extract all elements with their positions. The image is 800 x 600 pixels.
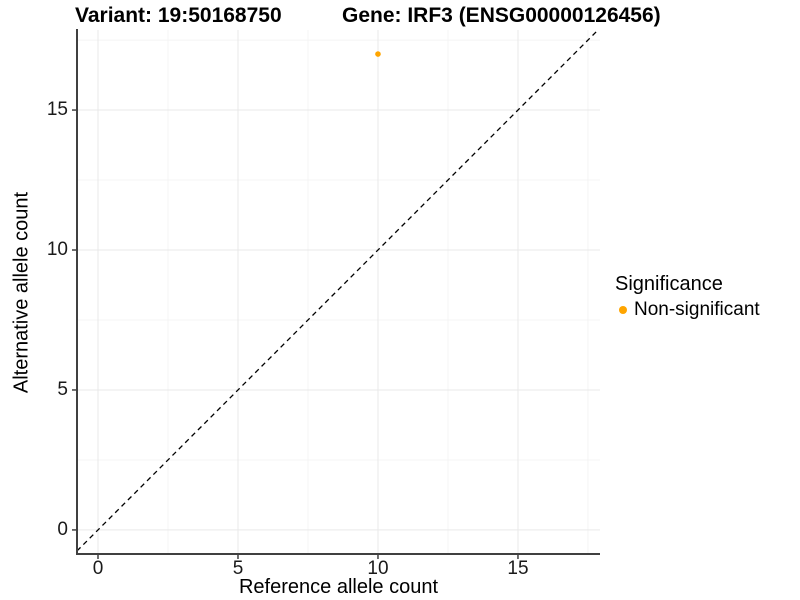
plot-title-gene: Gene: IRF3 (ENSG00000126456)	[342, 4, 661, 27]
plot-title-variant: Variant: 19:50168750	[75, 4, 282, 27]
x-tick-label: 10	[367, 558, 389, 579]
y-tick-label: 5	[57, 378, 68, 400]
y-tick-label: 15	[46, 99, 68, 121]
legend: Significance Non-significant	[615, 273, 760, 321]
x-tick-label: 15	[507, 558, 529, 579]
data-point	[375, 51, 381, 57]
legend-item: Non-significant	[615, 299, 760, 321]
x-tick-label: 0	[92, 558, 104, 579]
identity-dashed-line	[77, 30, 599, 552]
plot-panel	[72, 29, 600, 559]
legend-item-label: Non-significant	[634, 299, 760, 320]
legend-point-icon	[619, 306, 627, 314]
legend-title: Significance	[615, 273, 723, 295]
y-tick-label: 0	[57, 518, 68, 540]
y-tick-label: 10	[46, 239, 68, 260]
x-tick-label: 5	[232, 558, 244, 579]
y-axis-title: Alternative allele count	[10, 191, 33, 394]
x-axis-title: Reference allele count	[238, 576, 438, 598]
plot-area-svg	[72, 29, 600, 559]
